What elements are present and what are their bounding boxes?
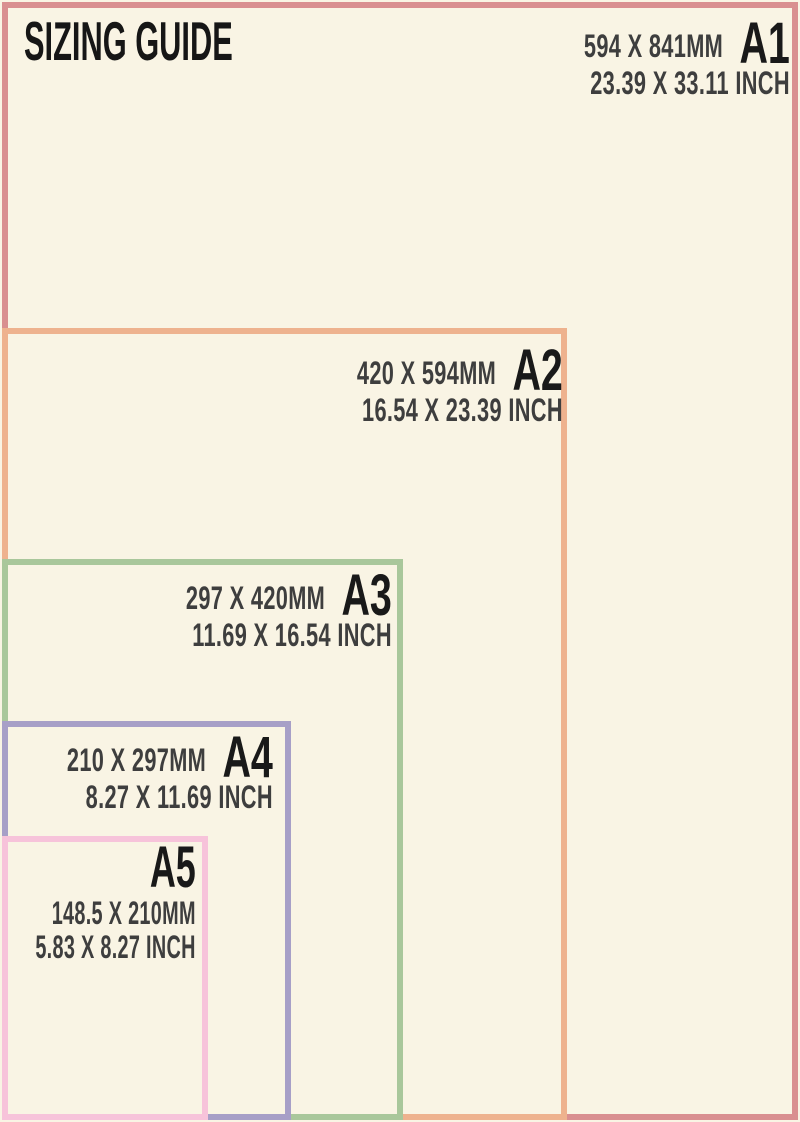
- size-label-a2-row: 420 X 594MM A2: [357, 338, 563, 403]
- size-a2-inch: 16.54 X 23.39 INCH: [362, 392, 563, 428]
- size-a2-mm: 420 X 594MM: [357, 355, 497, 391]
- size-a1-code: A1: [739, 11, 790, 76]
- size-label-a3-row: 297 X 420MM A3: [186, 563, 392, 628]
- size-outline-a5: [2, 836, 208, 1120]
- size-a4-inch: 8.27 X 11.69 INCH: [85, 779, 273, 815]
- size-a4-mm: 210 X 297MM: [67, 742, 207, 778]
- size-a2-code: A2: [512, 338, 563, 403]
- size-a1-inch: 23.39 X 33.11 INCH: [590, 65, 790, 101]
- size-a5-inch: 5.83 X 8.27 INCH: [35, 929, 196, 965]
- size-label-a4: 210 X 297MM A4 8.27 X 11.69 INCH: [67, 725, 273, 815]
- size-label-a5: A5 148.5 X 210MM 5.83 X 8.27 INCH: [35, 835, 197, 965]
- size-label-a1: 594 X 841MM A1 23.39 X 33.11 INCH: [584, 11, 790, 101]
- size-a5-code: A5: [150, 835, 196, 900]
- size-label-a2: 420 X 594MM A2 16.54 X 23.39 INCH: [357, 338, 563, 428]
- size-label-a1-row: 594 X 841MM A1: [584, 11, 790, 76]
- size-a1-mm: 594 X 841MM: [584, 28, 724, 64]
- size-a3-inch: 11.69 X 16.54 INCH: [192, 617, 392, 653]
- size-a3-code: A3: [341, 563, 392, 628]
- poster-title: SIZING GUIDE: [24, 10, 233, 72]
- size-a3-mm: 297 X 420MM: [186, 580, 326, 616]
- size-a4-code: A4: [222, 725, 273, 790]
- size-a5-mm: 148.5 X 210MM: [51, 895, 197, 931]
- size-label-a3: 297 X 420MM A3 11.69 X 16.54 INCH: [186, 563, 392, 653]
- size-label-a4-row: 210 X 297MM A4: [67, 725, 273, 790]
